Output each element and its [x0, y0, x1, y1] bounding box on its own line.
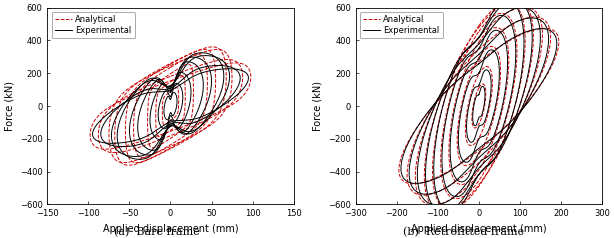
Analytical — [470, 126, 477, 129]
Analytical — [481, 102, 489, 105]
Analytical — [158, 116, 166, 119]
Analytical — [172, 115, 179, 118]
Legend: Analytical, Experimental: Analytical, Experimental — [52, 12, 134, 38]
Analytical — [161, 123, 168, 126]
Y-axis label: Force (kN): Force (kN) — [313, 81, 322, 131]
Analytical — [480, 83, 488, 86]
Line: Analytical: Analytical — [162, 88, 179, 124]
Experimental — [479, 85, 486, 88]
Experimental — [171, 112, 178, 115]
Experimental — [164, 118, 171, 121]
Experimental — [470, 124, 478, 127]
Experimental — [173, 106, 180, 109]
Legend: Analytical, Experimental: Analytical, Experimental — [360, 12, 443, 38]
Experimental — [170, 91, 177, 94]
X-axis label: Applied displacement (mm): Applied displacement (mm) — [103, 224, 238, 234]
X-axis label: Applied displacement (mm): Applied displacement (mm) — [411, 224, 546, 234]
Experimental — [160, 111, 168, 114]
Experimental — [469, 118, 476, 120]
Analytical — [174, 111, 181, 114]
Analytical — [173, 86, 180, 89]
Experimental — [472, 124, 479, 127]
Experimental — [481, 103, 488, 105]
Text: (b)  Retrofitted frame: (b) Retrofitted frame — [403, 227, 524, 238]
Analytical — [480, 112, 487, 114]
Experimental — [167, 98, 174, 101]
Analytical — [167, 90, 174, 93]
Experimental — [479, 111, 486, 114]
Analytical — [161, 123, 168, 126]
Analytical — [158, 115, 166, 118]
Analytical — [173, 86, 181, 89]
Analytical — [475, 87, 483, 89]
Experimental — [167, 98, 174, 101]
Experimental — [480, 85, 487, 88]
Line: Experimental: Experimental — [164, 92, 177, 120]
Analytical — [471, 127, 478, 129]
Analytical — [167, 90, 174, 93]
Experimental — [469, 118, 476, 121]
Line: Analytical: Analytical — [472, 84, 486, 128]
Experimental — [162, 117, 169, 120]
Line: Experimental: Experimental — [473, 86, 485, 126]
Experimental — [475, 93, 483, 96]
Analytical — [479, 83, 486, 85]
Analytical — [468, 120, 476, 123]
Text: (a)  Bare frame: (a) Bare frame — [114, 227, 200, 238]
Experimental — [160, 111, 168, 114]
Experimental — [475, 93, 483, 96]
Analytical — [468, 119, 476, 122]
Y-axis label: Force (kN): Force (kN) — [4, 81, 14, 131]
Experimental — [171, 92, 179, 94]
Analytical — [475, 87, 483, 89]
